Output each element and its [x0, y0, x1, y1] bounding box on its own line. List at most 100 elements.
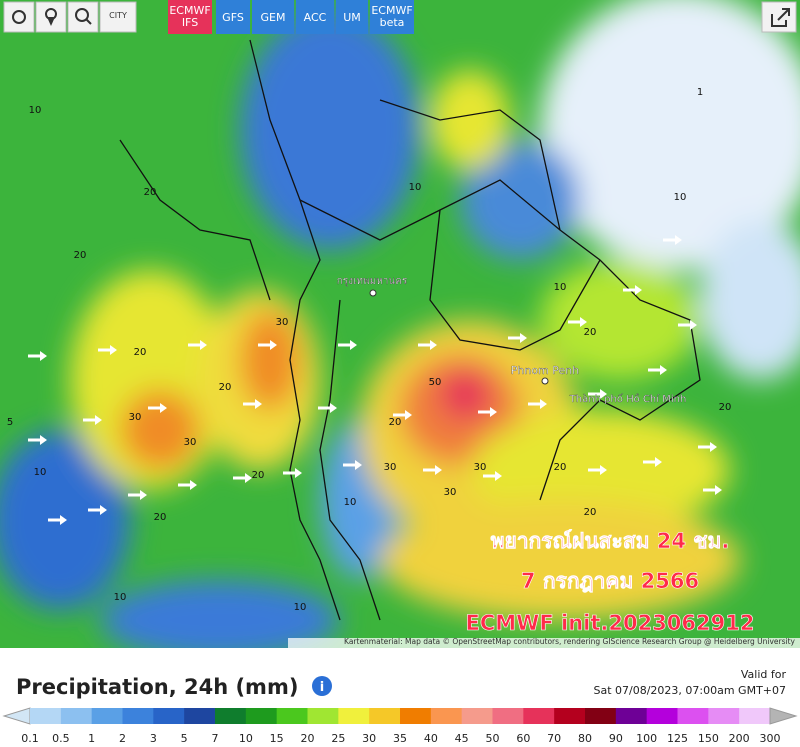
map[interactable]: 10 20 20 20 30 30 20 20 30 10 20 5 10 10 20 50 20 30 30 30 2…	[0, 0, 800, 660]
model-label: IFS	[182, 16, 198, 29]
model-button[interactable]	[296, 0, 334, 34]
model-button[interactable]	[252, 0, 294, 34]
wind-arrow	[98, 345, 117, 355]
zoom-button[interactable]	[67, 1, 99, 33]
model-button[interactable]	[370, 0, 414, 34]
model-label: ACC	[304, 11, 327, 24]
wind-arrow	[393, 410, 412, 420]
model-button[interactable]	[336, 0, 368, 34]
scale-label: 1	[88, 732, 95, 745]
scale-swatch	[215, 708, 247, 724]
contour-label: 20	[584, 327, 597, 338]
place-label: กรุงเทพมหานคร	[337, 276, 408, 287]
scale-label: 25	[331, 732, 345, 745]
wind-arrow	[423, 465, 442, 475]
contour-label: 10	[344, 497, 357, 508]
city-button[interactable]	[99, 1, 137, 33]
overlay-text: พยากรณ์ฝนสะสม 24 ชม.	[491, 529, 730, 553]
model-button[interactable]	[168, 0, 212, 34]
wind-arrow	[88, 505, 107, 515]
contour-label: 10	[409, 182, 422, 193]
info-panel: Precipitation, 24h (mm) i Valid for Sat …	[0, 648, 800, 747]
wind-arrow	[283, 468, 302, 478]
wind-arrow	[663, 235, 682, 245]
contour-label: 10	[34, 467, 47, 478]
wind-arrow	[258, 340, 277, 350]
overlay-text: ECMWF init.2023062912	[466, 611, 755, 635]
wind-arrow	[338, 340, 357, 350]
scale-swatch	[30, 708, 62, 724]
scale-label: 90	[609, 732, 623, 745]
scale-swatch	[369, 708, 401, 724]
wind-arrow	[28, 435, 47, 445]
model-label: UM	[343, 11, 361, 24]
scale-swatch	[400, 708, 432, 724]
wind-arrow	[233, 473, 252, 483]
scale-label: 50	[486, 732, 500, 745]
contour-label: 5	[7, 417, 13, 428]
wind-arrow	[128, 490, 147, 500]
contour-labels: 10 20 20 20 30 30 20 20 30 10 20 5 10 10 20 50 20 30 30 30 2…	[7, 87, 732, 613]
scale-label: 60	[516, 732, 530, 745]
scale-label: 0.5	[52, 732, 70, 745]
scale-swatch	[554, 708, 586, 724]
contour-label: 20	[219, 382, 232, 393]
refresh-button[interactable]	[3, 1, 35, 33]
wind-arrow	[318, 403, 337, 413]
wind-arrow	[698, 442, 717, 452]
contour-label: 30	[384, 462, 397, 473]
valid-time: Sat 07/08/2023, 07:00am GMT+07	[593, 684, 786, 697]
scale-label: 125	[667, 732, 688, 745]
scale-swatch	[184, 708, 216, 724]
contour-label: 30	[276, 317, 289, 328]
info-button[interactable]	[312, 676, 332, 696]
wind-arrow	[148, 403, 167, 413]
scale-label: 7	[212, 732, 219, 745]
place-label: Thành phố Hồ Chí Minh	[569, 393, 687, 405]
panel-title: Precipitation, 24h (mm)	[16, 675, 298, 699]
scale-swatch	[338, 708, 370, 724]
attribution: Kartenmaterial: Map data © OpenStreetMap…	[344, 637, 796, 646]
contour-label: 20	[584, 507, 597, 518]
wind-arrow	[343, 460, 362, 470]
borders	[119, 39, 701, 621]
model-label: ECMWF	[169, 4, 210, 17]
scale-label: 20	[301, 732, 315, 745]
scale-swatch	[430, 708, 463, 724]
wind-arrow	[643, 457, 662, 467]
scale-swatch	[677, 708, 709, 724]
wind-arrow	[483, 471, 502, 481]
scale-swatch	[153, 708, 185, 724]
scale-label: 5	[181, 732, 188, 745]
model-button[interactable]	[216, 0, 250, 34]
wind-arrow	[508, 333, 527, 343]
wind-arrows	[28, 235, 722, 525]
city-marker	[369, 289, 377, 297]
share-button[interactable]	[761, 1, 797, 33]
scale-swatch	[122, 708, 154, 724]
contour-label: 10	[114, 592, 127, 603]
contour-label: 20	[144, 187, 157, 198]
scale-label: 15	[270, 732, 284, 745]
contour-label: 20	[554, 462, 567, 473]
scale-label: 10	[239, 732, 253, 745]
contour-label: 10	[554, 282, 567, 293]
scale-swatch	[739, 708, 771, 724]
wind-arrow	[48, 515, 67, 525]
scale-label: 70	[547, 732, 561, 745]
contour-label: 30	[129, 412, 142, 423]
model-label: beta	[380, 16, 405, 29]
place-label: Phnom Penh	[511, 364, 579, 377]
city-marker	[541, 377, 549, 385]
contour-label: 20	[719, 402, 732, 413]
contour-label: 20	[134, 347, 147, 358]
wind-arrow	[243, 399, 262, 409]
contour-label: 20	[154, 512, 167, 523]
scale-swatch	[646, 708, 678, 724]
svg-text:i: i	[320, 680, 324, 695]
scale-swatch	[492, 708, 524, 724]
contour-label: 30	[474, 462, 487, 473]
scale-swatch	[585, 708, 617, 724]
wind-arrow	[623, 285, 642, 295]
